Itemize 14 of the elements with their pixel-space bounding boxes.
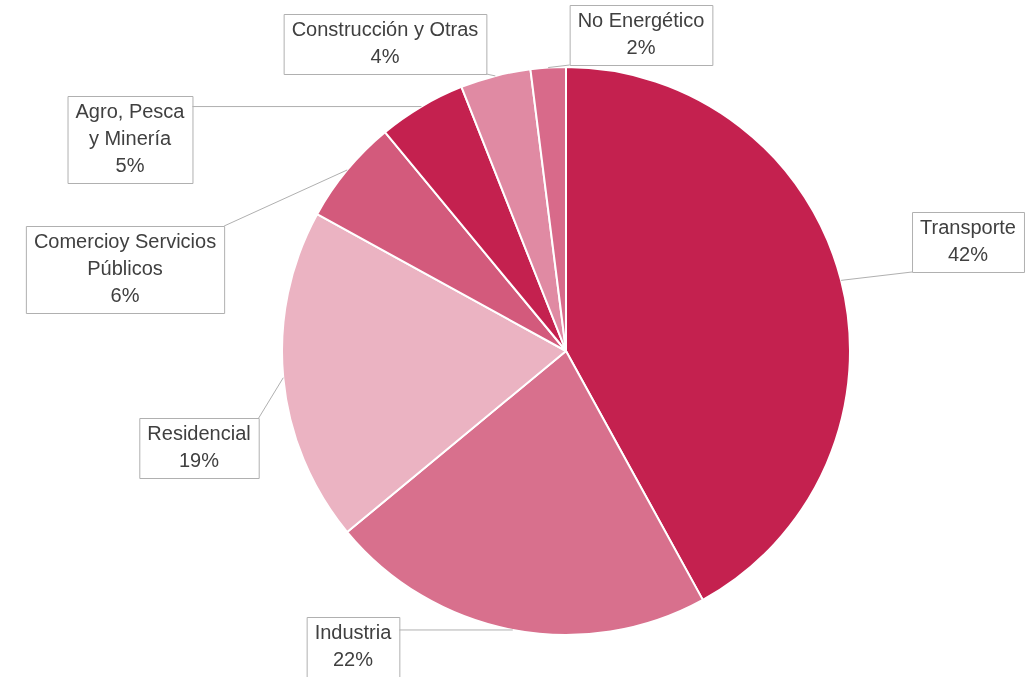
slice-label: No Energético: [577, 9, 705, 32]
data-label: 4%: [370, 45, 400, 68]
slice-label: Industria: [314, 621, 393, 644]
data-label: 19%: [178, 449, 220, 472]
data-label: 6%: [110, 284, 140, 307]
slice-label: Transporte: [920, 216, 1016, 239]
data-label: 42%: [947, 243, 989, 266]
slice-label: Comercioy Servicios Públicos: [33, 230, 217, 280]
data-label: 2%: [626, 36, 656, 59]
slice-label: Agro, Pesca y Minería: [75, 100, 186, 150]
data-label: 5%: [115, 154, 145, 177]
slice-label: Residencial: [147, 422, 251, 445]
data-label: 22%: [332, 648, 374, 671]
slice-label: Construcción y Otras: [291, 18, 479, 41]
